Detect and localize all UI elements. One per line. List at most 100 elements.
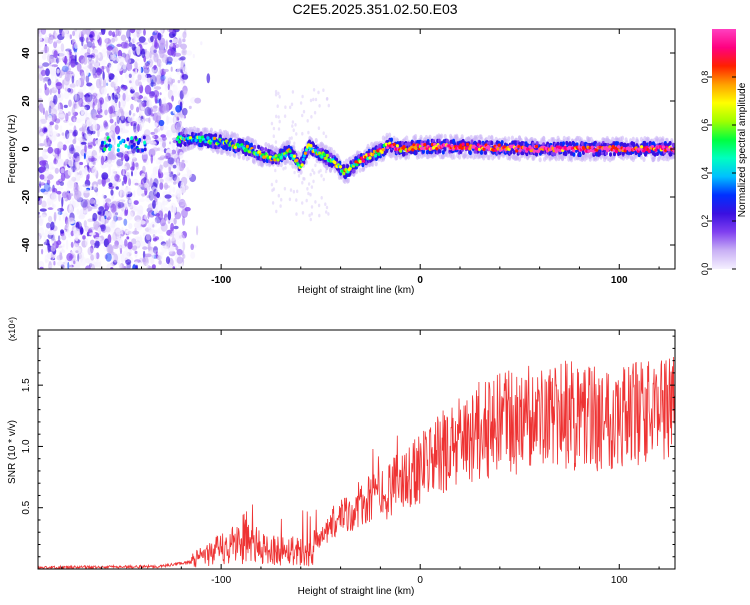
noise-speck (71, 144, 74, 154)
noise-speck (172, 153, 178, 159)
noise-speck (302, 176, 305, 181)
noise-speck (75, 118, 82, 124)
noise-speck (76, 163, 80, 169)
noise-speck (86, 48, 91, 55)
ridge-halo (228, 151, 232, 157)
noise-speck (100, 215, 105, 225)
noise-speck (56, 207, 61, 217)
ridge-band (438, 149, 442, 154)
noise-speck (48, 261, 52, 269)
noise-speck (166, 56, 173, 64)
noise-speck (62, 144, 67, 151)
ridge-halo (287, 139, 291, 145)
noise-speck (133, 32, 137, 43)
ridge-band (484, 150, 487, 155)
noise-speck (77, 78, 81, 87)
noise-speck (109, 54, 113, 61)
noise-speck (106, 82, 109, 87)
ridge-band (671, 142, 675, 148)
noise-speck (59, 144, 64, 149)
noise-speck (86, 54, 94, 58)
noise-speck (57, 88, 61, 95)
noise-speck (206, 73, 211, 84)
noise-speck (40, 49, 46, 54)
ridge-halo (562, 135, 566, 141)
noise-speck (38, 261, 45, 269)
noise-speck (93, 198, 100, 208)
noise-speck (314, 200, 317, 204)
noise-speck (127, 75, 135, 85)
noise-speck (181, 159, 185, 163)
noise-speck (45, 204, 48, 210)
noise-speck (40, 29, 47, 35)
noise-speck (54, 157, 57, 164)
noise-speck (64, 159, 69, 163)
noise-speck (85, 69, 89, 77)
ridge-halo (291, 163, 295, 169)
noise-speck (78, 89, 84, 93)
noise-speck (42, 54, 47, 60)
noise-speck (288, 136, 291, 141)
noise-speck (90, 85, 93, 91)
noise-speck (293, 170, 296, 175)
ridge-halo (181, 126, 185, 132)
noise-speck (182, 31, 187, 39)
noise-speck (60, 264, 65, 269)
noise-speck (173, 225, 179, 230)
noise-speck (153, 127, 161, 133)
noise-speck (159, 178, 164, 183)
noise-speck (143, 65, 148, 69)
noise-speck (92, 212, 98, 222)
noise-speck (44, 83, 47, 91)
ridge-halo (620, 135, 625, 141)
noise-speck (70, 60, 76, 68)
noise-speck (76, 63, 82, 72)
ridge-band (312, 142, 315, 148)
noise-speck (53, 238, 57, 248)
noise-speck (149, 74, 157, 85)
noise-speck (148, 117, 151, 124)
noise-speck (122, 188, 128, 197)
noise-speck (42, 149, 46, 159)
noise-speck (147, 188, 153, 193)
noise-speck (59, 251, 63, 261)
noise-speck (84, 129, 89, 139)
ridge-core (194, 138, 198, 142)
noise-speck (108, 64, 114, 71)
noise-speck (51, 166, 56, 170)
noise-speck (129, 29, 136, 34)
ridge-band (535, 152, 538, 157)
noise-speck (92, 39, 96, 44)
ridge-band (616, 141, 620, 146)
noise-speck (83, 152, 86, 160)
noise-speck (171, 95, 174, 102)
noise-speck (104, 38, 111, 44)
ridge-band (265, 158, 269, 163)
noise-speck (317, 126, 321, 130)
noise-speck (73, 93, 81, 103)
noise-speck (104, 254, 108, 260)
noise-speck (87, 64, 93, 69)
noise-speck (163, 207, 168, 212)
noise-speck (158, 161, 162, 165)
noise-speck (92, 73, 98, 79)
noise-speck (175, 188, 181, 198)
noise-speck (182, 80, 185, 84)
noise-speck (174, 245, 180, 251)
noise-speck (95, 114, 103, 119)
noise-speck (128, 223, 133, 230)
noise-speck (112, 92, 115, 100)
noise-speck (74, 53, 77, 63)
noise-speck (124, 201, 129, 211)
noise-speck (66, 179, 75, 189)
noise-speck (173, 217, 177, 225)
noise-speck (64, 66, 71, 73)
noise-speck (325, 205, 329, 210)
noise-speck (270, 182, 274, 187)
noise-speck (70, 230, 75, 237)
noise-speck (59, 181, 64, 187)
noise-speck (92, 161, 96, 166)
noise-speck (92, 138, 97, 147)
noise-speck (85, 110, 88, 117)
noise-speck (158, 98, 162, 107)
